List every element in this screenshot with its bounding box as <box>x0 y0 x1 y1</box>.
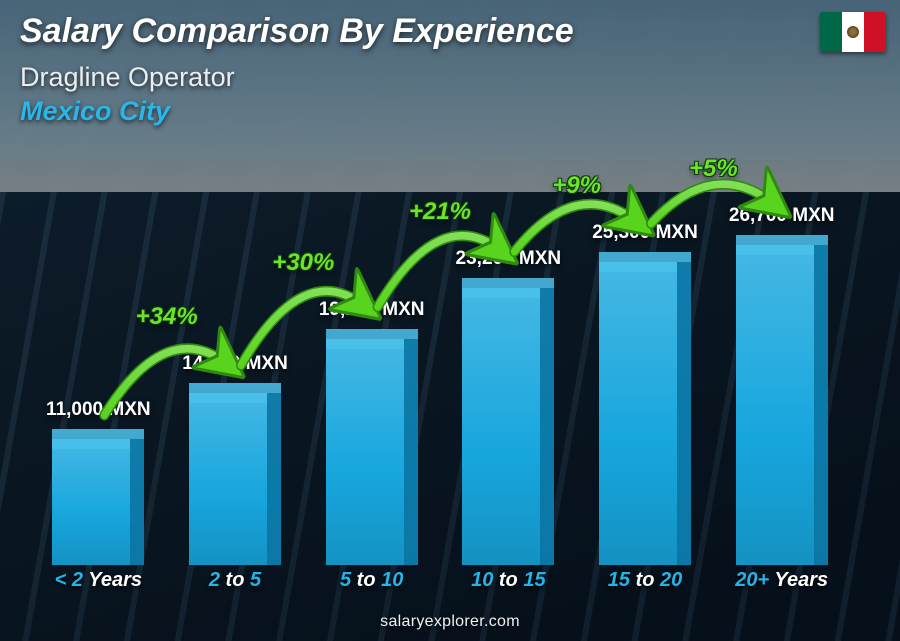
x-label-2: 5 to 10 <box>303 569 440 599</box>
bar-1: 14,700 MXN <box>171 150 300 565</box>
flag-emblem <box>847 26 859 38</box>
bar-0: 11,000 MXN <box>34 150 163 565</box>
bar-value-label: 19,100 MXN <box>319 299 425 321</box>
increase-pct-1: +30% <box>272 249 334 277</box>
bar-value-label: 14,700 MXN <box>182 353 288 375</box>
bar-shape <box>52 429 144 565</box>
chart-subtitle: Dragline Operator <box>20 62 235 93</box>
footer-attribution: salaryexplorer.com <box>0 613 900 631</box>
flag-stripe-white <box>842 12 864 52</box>
bar-shape <box>462 278 554 565</box>
infographic-canvas: Salary Comparison By Experience Dragline… <box>0 0 900 641</box>
flag-stripe-green <box>820 12 842 52</box>
bar-value-label: 26,700 MXN <box>729 205 835 227</box>
flag-stripe-red <box>864 12 886 52</box>
flag-mexico <box>820 12 886 52</box>
x-label-5: 20+ Years <box>713 569 850 599</box>
increase-pct-2: +21% <box>409 198 471 226</box>
bar-shape <box>326 329 418 565</box>
chart-location: Mexico City <box>20 96 170 127</box>
bar-shape <box>599 252 691 565</box>
bar-shape <box>736 235 828 565</box>
increase-pct-0: +34% <box>136 303 198 331</box>
x-axis-labels: < 2 Years2 to 55 to 1010 to 1515 to 2020… <box>30 569 850 599</box>
increase-pct-4: +5% <box>689 155 738 183</box>
bar-value-label: 23,200 MXN <box>456 248 562 270</box>
bar-shape <box>189 383 281 565</box>
x-label-1: 2 to 5 <box>167 569 304 599</box>
x-label-4: 15 to 20 <box>577 569 714 599</box>
bar-4: 25,300 MXN <box>581 150 710 565</box>
bar-value-label: 25,300 MXN <box>592 222 698 244</box>
chart-title: Salary Comparison By Experience <box>20 12 574 51</box>
increase-pct-3: +9% <box>552 172 601 200</box>
bars-container: 11,000 MXN 14,700 MXN 19,100 MXN 23,200 MXN… <box>30 150 850 565</box>
x-label-0: < 2 Years <box>30 569 167 599</box>
bar-chart: 11,000 MXN 14,700 MXN 19,100 MXN 23,200 MXN… <box>30 150 850 599</box>
bar-5: 26,700 MXN <box>717 150 846 565</box>
bar-value-label: 11,000 MXN <box>46 399 151 421</box>
x-label-3: 10 to 15 <box>440 569 577 599</box>
